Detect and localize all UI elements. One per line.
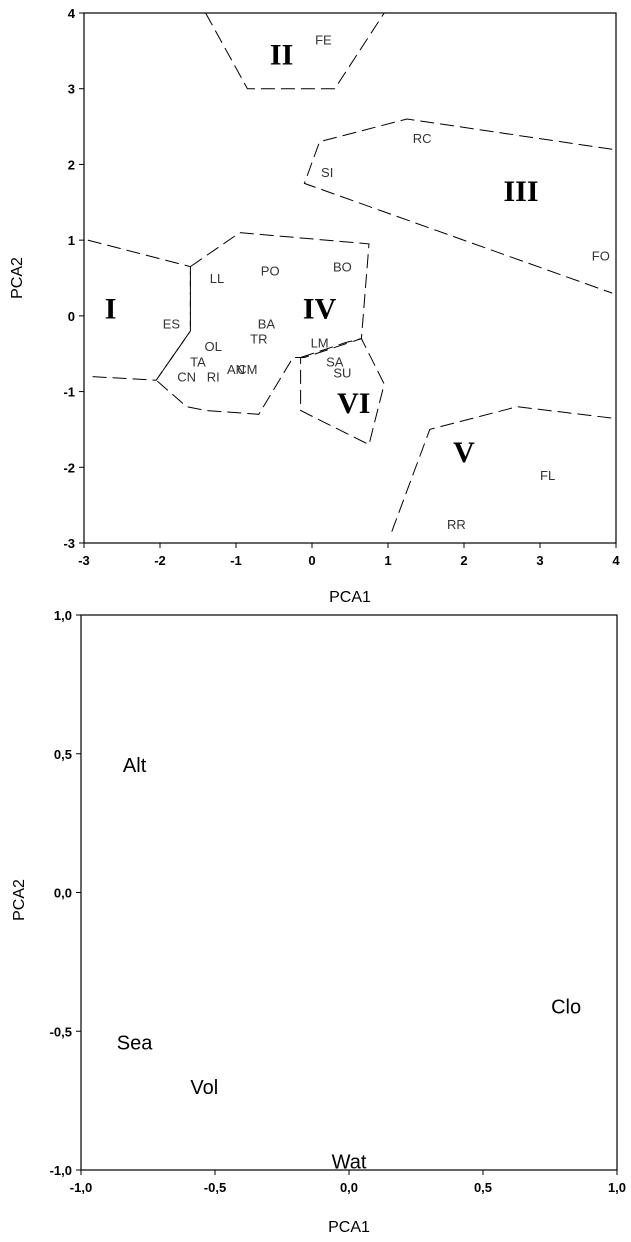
y-tick-label: 1 bbox=[68, 233, 75, 248]
region-boundary bbox=[300, 338, 385, 446]
plot-frame bbox=[80, 614, 618, 1171]
site-label: LM bbox=[311, 335, 329, 350]
y-tick-label: 0,5 bbox=[54, 747, 72, 762]
site-label: AN bbox=[227, 362, 245, 377]
y-axis-ticks: -3 -2 -1 0 1 2 3 4 bbox=[63, 6, 84, 551]
region-boundary bbox=[155, 232, 370, 415]
variable-label: Vol bbox=[190, 1077, 218, 1099]
x-axis-ticks: -1,0 -0,5 0,0 0,5 1,0 bbox=[70, 1170, 626, 1195]
region-boundary bbox=[205, 12, 385, 90]
x-tick-label: 1,0 bbox=[608, 1180, 626, 1195]
site-label: FL bbox=[540, 468, 555, 483]
region-label: V bbox=[453, 436, 475, 469]
x-tick-label: -3 bbox=[78, 553, 90, 568]
site-label: TR bbox=[250, 332, 267, 347]
variable-label: Wat bbox=[332, 1152, 367, 1174]
y-tick-label: 1,0 bbox=[54, 608, 72, 623]
region-label: II bbox=[270, 39, 293, 72]
y-tick-label: -3 bbox=[63, 536, 75, 551]
plot-frame bbox=[83, 12, 617, 544]
site-label: TA bbox=[190, 354, 206, 369]
y-axis-ticks: -1,0 -0,5 0,0 0,5 1,0 bbox=[50, 608, 81, 1178]
y-tick-label: -0,5 bbox=[50, 1024, 72, 1039]
region-label: I bbox=[105, 292, 117, 325]
x-tick-label: 2 bbox=[460, 553, 467, 568]
site-label: FE bbox=[315, 33, 332, 48]
y-tick-label: 2 bbox=[68, 157, 75, 172]
variable-label: Sea bbox=[117, 1032, 153, 1054]
region-boundary bbox=[303, 118, 613, 294]
site-label: RR bbox=[447, 517, 466, 532]
site-label: RC bbox=[413, 131, 432, 146]
site-label: ES bbox=[163, 316, 181, 331]
site-label: SI bbox=[321, 165, 333, 180]
y-axis-title: PCA2 bbox=[9, 257, 26, 299]
variable-labels: Alt Clo Sea Vol Wat bbox=[117, 755, 581, 1174]
x-axis-title: PCA1 bbox=[329, 589, 371, 606]
x-tick-label: -1,0 bbox=[70, 1180, 92, 1195]
x-tick-label: 0,5 bbox=[474, 1180, 492, 1195]
y-tick-label: -1,0 bbox=[50, 1163, 72, 1178]
site-label: SA bbox=[326, 354, 344, 369]
site-label: CM bbox=[237, 362, 257, 377]
region-boundary bbox=[87, 239, 191, 381]
x-axis-title: PCA1 bbox=[328, 1219, 370, 1236]
y-tick-label: -1 bbox=[63, 385, 75, 400]
site-label: LL bbox=[210, 271, 224, 286]
variable-label: Clo bbox=[551, 996, 581, 1018]
site-label: SU bbox=[333, 366, 351, 381]
y-tick-label: 3 bbox=[68, 82, 75, 97]
site-label: CN bbox=[177, 369, 196, 384]
x-tick-label: 3 bbox=[536, 553, 543, 568]
x-axis-ticks: -3 -2 -1 0 1 2 3 4 bbox=[78, 543, 620, 568]
x-tick-label: -1 bbox=[230, 553, 242, 568]
region-label: VI bbox=[337, 387, 370, 420]
site-label: RI bbox=[207, 369, 220, 384]
y-axis-title: PCA2 bbox=[11, 879, 28, 921]
site-label: OL bbox=[205, 339, 222, 354]
x-tick-label: 1 bbox=[384, 553, 391, 568]
site-label: FO bbox=[592, 248, 610, 263]
x-tick-label: 4 bbox=[612, 553, 620, 568]
region-label: III bbox=[503, 175, 538, 208]
site-label: BA bbox=[258, 316, 276, 331]
x-tick-label: -0,5 bbox=[204, 1180, 226, 1195]
x-tick-label: -2 bbox=[154, 553, 166, 568]
region-label: IV bbox=[303, 292, 337, 325]
region-boundaries bbox=[87, 12, 613, 532]
x-tick-label: 0 bbox=[308, 553, 315, 568]
variable-label: Alt bbox=[123, 755, 147, 777]
site-label: PO bbox=[261, 263, 280, 278]
site-label: BO bbox=[333, 260, 352, 275]
y-tick-label: 0 bbox=[68, 309, 75, 324]
y-tick-label: -2 bbox=[63, 460, 75, 475]
y-tick-label: 4 bbox=[68, 6, 76, 21]
region-boundary bbox=[391, 406, 613, 532]
pca-variables-chart: Alt Clo Sea Vol Wat -1,0 -0,5 0,0 0,5 1,0 -1,0 -0… bbox=[11, 608, 626, 1236]
y-tick-label: 0,0 bbox=[54, 886, 72, 901]
x-tick-label: 0,0 bbox=[340, 1180, 358, 1195]
